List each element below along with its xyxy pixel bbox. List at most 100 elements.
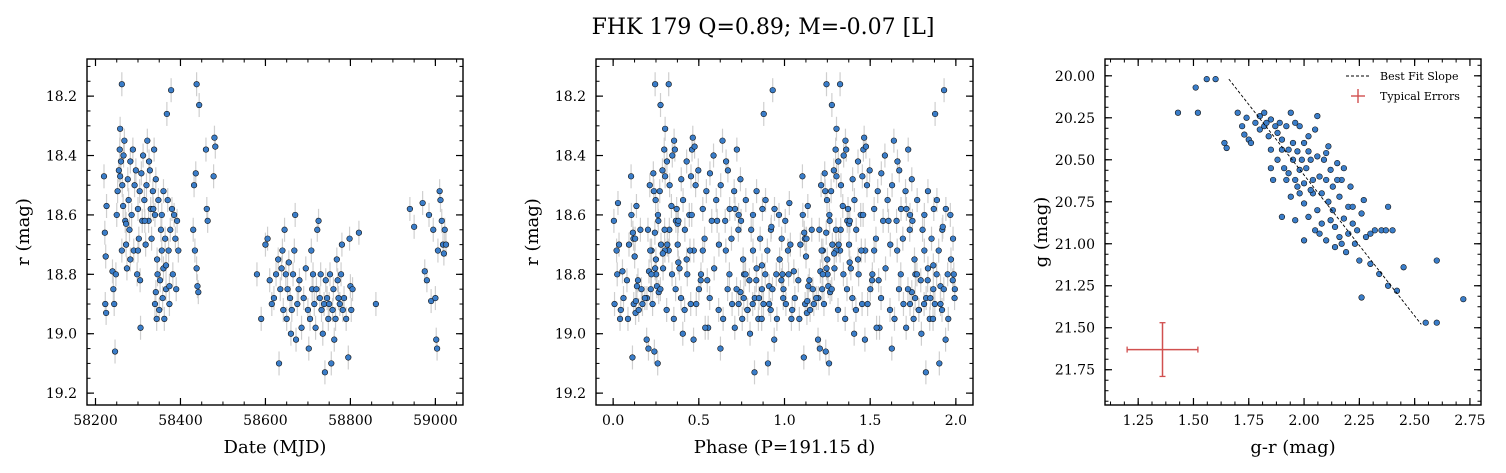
data-point — [1327, 166, 1334, 173]
data-point — [312, 324, 319, 331]
y-tick-label: 18.8 — [555, 267, 586, 283]
x-tick-label: 2.00 — [1288, 413, 1319, 429]
y-tick-label: 21.75 — [1055, 363, 1095, 379]
data-point — [632, 297, 640, 305]
data-point — [860, 211, 867, 219]
data-point — [650, 170, 657, 177]
data-point — [122, 241, 130, 248]
data-point — [917, 277, 924, 284]
data-point — [1285, 170, 1292, 177]
data-point — [942, 205, 949, 213]
data-point — [863, 182, 871, 189]
data-point — [706, 170, 714, 177]
data-point — [339, 306, 346, 314]
data-point — [652, 256, 659, 263]
data-point — [436, 188, 443, 195]
data-point — [710, 152, 717, 159]
data-point — [813, 294, 820, 302]
data-point — [1285, 146, 1292, 153]
data-point — [808, 226, 815, 233]
data-point — [759, 205, 766, 213]
data-point — [1278, 146, 1286, 153]
data-point — [329, 306, 336, 314]
data-point — [167, 226, 174, 233]
data-point — [268, 300, 275, 308]
data-point — [349, 286, 356, 293]
x-tick-label: 2.25 — [1344, 413, 1375, 429]
data-point — [1247, 139, 1255, 147]
data-point — [659, 265, 667, 272]
data-point — [881, 152, 889, 159]
data-point — [1269, 176, 1277, 184]
x-tick-label: 59000 — [413, 413, 458, 429]
data-point — [1385, 282, 1392, 289]
data-point — [659, 167, 666, 174]
data-point — [162, 235, 169, 242]
data-point — [749, 211, 757, 219]
data-point — [406, 205, 413, 213]
data-point — [824, 256, 831, 263]
data-point — [335, 294, 342, 302]
data-point — [670, 315, 677, 322]
data-point — [266, 277, 273, 284]
data-point — [340, 294, 348, 302]
data-point — [134, 271, 141, 278]
data-point — [433, 336, 440, 343]
data-point — [722, 158, 730, 165]
data-point — [805, 283, 812, 290]
data-point — [717, 345, 724, 352]
data-point — [908, 176, 915, 183]
data-point — [1289, 139, 1297, 147]
data-point — [292, 211, 299, 219]
data-point — [1323, 237, 1330, 244]
data-point — [656, 188, 663, 195]
data-point — [910, 315, 917, 322]
data-point — [425, 211, 433, 219]
data-point — [434, 247, 442, 254]
data-point — [336, 300, 343, 308]
data-point — [661, 146, 668, 153]
data-point — [701, 235, 708, 242]
data-point — [790, 268, 797, 275]
data-point — [134, 205, 142, 213]
data-point — [1422, 319, 1429, 326]
data-point — [1307, 156, 1314, 163]
data-point — [699, 205, 706, 213]
data-point — [170, 211, 178, 219]
data-point — [1367, 230, 1374, 237]
data-point — [1433, 319, 1440, 326]
data-point — [742, 196, 749, 204]
data-point — [852, 306, 860, 314]
data-point — [311, 300, 318, 308]
data-point — [151, 211, 159, 219]
x-tick-label: 0.5 — [688, 413, 710, 429]
data-point — [1276, 119, 1283, 126]
data-point — [799, 173, 806, 180]
data-point — [114, 188, 121, 195]
data-point — [733, 286, 740, 293]
data-point — [328, 360, 335, 367]
data-point — [323, 294, 331, 302]
data-point — [775, 211, 783, 219]
data-point — [1278, 213, 1286, 220]
data-point — [735, 300, 742, 308]
data-point — [731, 324, 738, 331]
data-point — [124, 176, 131, 183]
data-point — [687, 300, 694, 308]
data-point — [875, 277, 882, 284]
data-point — [719, 137, 726, 144]
data-point — [117, 125, 124, 132]
data-point — [900, 300, 907, 308]
data-point — [778, 235, 785, 242]
y-axis-label: r (mag) — [522, 198, 543, 266]
data-point — [442, 241, 450, 248]
data-point — [610, 217, 617, 224]
data-point — [122, 220, 130, 227]
data-point — [944, 271, 951, 278]
data-point — [832, 226, 840, 233]
data-point — [806, 306, 814, 314]
data-point — [822, 188, 829, 195]
legend: Best Fit Slope Typical Errors — [1346, 70, 1460, 103]
data-point — [128, 211, 135, 219]
